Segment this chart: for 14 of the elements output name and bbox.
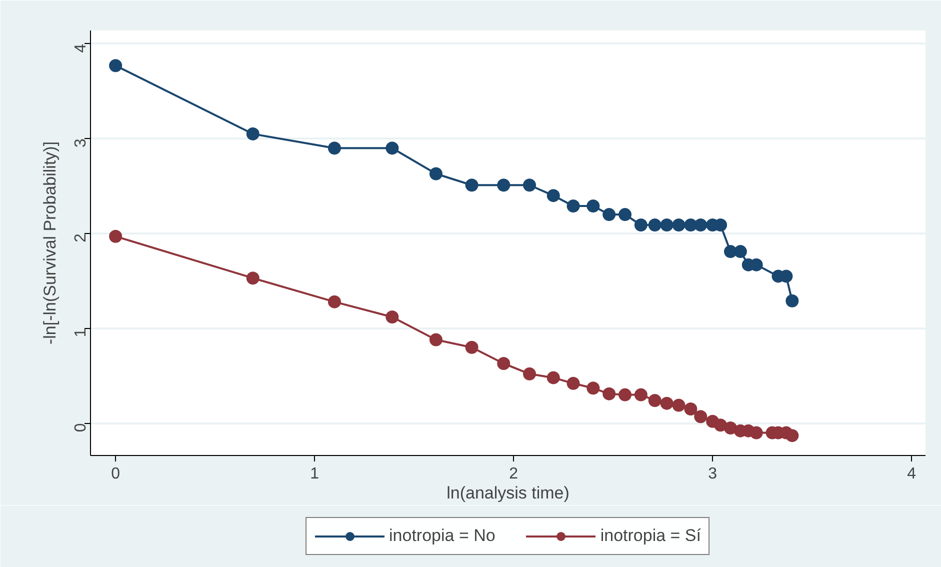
y-axis-title: -ln[-ln(Survival Probability)]: [40, 141, 60, 345]
x-axis-title: ln(analysis time): [446, 484, 570, 502]
legend-label: inotropia = Sí: [600, 526, 701, 546]
x-tick-label: 4: [907, 466, 916, 482]
y-tick-label: 3: [72, 138, 90, 148]
y-tick-label: 1: [72, 328, 90, 338]
x-tick-label: 3: [708, 466, 718, 482]
x-tick-label: 2: [509, 466, 518, 482]
legend-label: inotropia = No: [389, 526, 496, 546]
x-tick-label: 1: [310, 466, 320, 482]
y-tick-label: 4: [72, 44, 90, 53]
y-tick-label: 2: [72, 233, 90, 242]
y-tick-label: 0: [72, 423, 90, 432]
x-tick-label: 0: [111, 466, 120, 482]
